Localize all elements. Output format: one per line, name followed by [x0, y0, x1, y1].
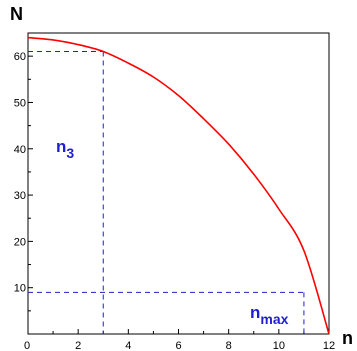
n3-annotation-sub: 3 — [66, 145, 74, 161]
x-tick-label: 0 — [24, 340, 30, 351]
n3-annotation-main: n — [56, 137, 66, 156]
x-tick-label: 6 — [175, 340, 181, 351]
y-tick-label: 40 — [14, 144, 26, 156]
y-tick-label: 20 — [14, 236, 26, 248]
n3-annotation: n3 — [56, 137, 74, 161]
nmax-annotation-main: n — [250, 303, 260, 322]
x-axis-label: n — [342, 328, 353, 348]
y-tick-label: 50 — [14, 97, 26, 109]
nmax-annotation: nmax — [250, 303, 289, 327]
series-line — [27, 36, 330, 335]
nmax-annotation-sub: max — [260, 311, 288, 327]
y-axis-label: N — [10, 4, 23, 24]
guides-layer — [28, 51, 305, 334]
plot-frame — [27, 32, 330, 335]
x-tick-label: 2 — [75, 340, 81, 351]
x-tick-label: 4 — [125, 340, 131, 351]
y-tick-label: 60 — [14, 51, 26, 63]
x-tick-label: 8 — [226, 340, 232, 351]
x-tick-label: 12 — [323, 340, 335, 351]
ticks-layer: 0 2 4 6 8 10 12 10 20 30 40 50 60 — [14, 51, 335, 351]
y-tick-label: 10 — [14, 283, 26, 295]
x-tick-label: 10 — [273, 340, 285, 351]
y-tick-label: 30 — [14, 190, 26, 202]
